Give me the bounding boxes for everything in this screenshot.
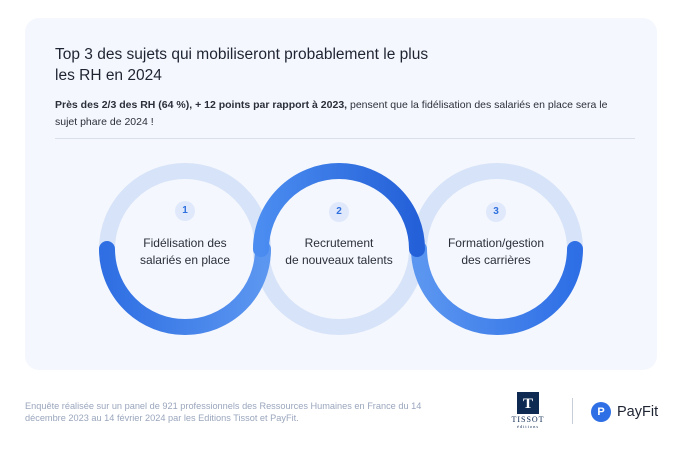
tissot-logo: T TISSOT éditions: [505, 392, 551, 434]
intro-bold-text: Près des 2/3 des RH (64 %), + 12 points …: [55, 99, 348, 111]
ring-2-arc: [253, 163, 425, 257]
topic-3-number: 3: [486, 202, 506, 222]
topic-2-label: Recrutement de nouveaux talents: [285, 236, 393, 267]
topic-3-label: Formation/gestion des carrières: [447, 236, 545, 267]
payfit-logo: P PayFit: [591, 401, 658, 423]
topic-1-label: Fidélisation des salariés en place: [139, 236, 231, 267]
card-title: Top 3 des sujets qui mobiliseront probab…: [55, 46, 429, 84]
topic-1-number: 1: [175, 201, 195, 221]
survey-footnote: Enquête réalisée sur un panel de 921 pro…: [25, 401, 422, 423]
tissot-name: TISSOT: [511, 415, 545, 424]
topic-2-number: 2: [329, 202, 349, 222]
tissot-letter: T: [517, 392, 539, 414]
intro-text: Près des 2/3 des RH (64 %), + 12 points …: [55, 97, 625, 131]
ring-3-arc: [411, 241, 583, 335]
divider: [55, 138, 635, 139]
tissot-sub: éditions: [516, 424, 540, 429]
ring-1-arc: [99, 241, 271, 335]
intro-rest-text: pensent que la fidélisation des salariés…: [55, 99, 608, 128]
payfit-name: PayFit: [617, 404, 659, 420]
payfit-icon: P: [591, 402, 611, 422]
logo-separator: [572, 398, 573, 424]
